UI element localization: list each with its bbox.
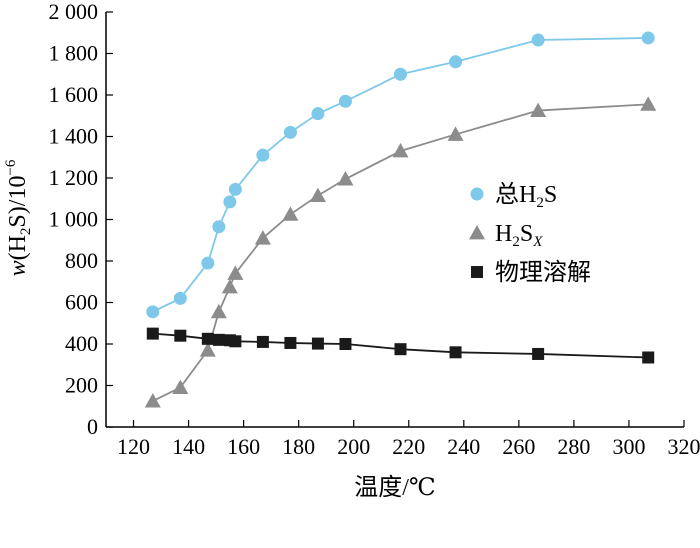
data-point <box>640 96 657 111</box>
legend-label: 物理溶解 <box>495 259 591 286</box>
y-tick-label: 0 <box>87 414 98 439</box>
y-tick-label: 1 000 <box>49 207 99 232</box>
series-triangle <box>144 96 657 408</box>
data-point <box>146 327 159 340</box>
data-point <box>172 379 189 394</box>
data-point <box>309 187 326 203</box>
y-tick-label: 1 400 <box>49 124 99 149</box>
data-point <box>173 291 187 305</box>
legend-label-tail: S <box>544 182 557 208</box>
y-axis-title: w(H2S)/10−6 <box>3 159 34 276</box>
data-point <box>339 338 352 350</box>
data-point <box>447 126 464 141</box>
legend-marker <box>470 187 484 201</box>
data-point <box>221 278 238 294</box>
legend-label: 总H2S <box>495 181 557 211</box>
data-point <box>311 337 324 350</box>
y-axis-title-sub: 2 <box>18 228 34 236</box>
x-tick-label: 220 <box>392 434 425 459</box>
data-point <box>394 343 407 356</box>
x-tick-label: 160 <box>227 434 260 459</box>
legend-label-main: H <box>495 221 512 247</box>
y-tick-label: 2 000 <box>49 0 99 24</box>
data-point <box>337 171 354 186</box>
y-axis-title-var: w <box>5 260 31 276</box>
series-circle <box>146 31 655 319</box>
data-point <box>282 206 299 221</box>
legend-label-sub2: X <box>532 234 543 250</box>
data-point <box>254 230 271 245</box>
data-point <box>392 143 409 158</box>
x-tick-label: 240 <box>447 434 480 459</box>
y-tick-label: 1 800 <box>49 41 99 66</box>
y-tick-label: 400 <box>65 331 98 356</box>
legend-label: H2SX <box>495 221 543 250</box>
legend-marker <box>471 266 483 278</box>
legend-label-sub: 2 <box>536 195 544 211</box>
data-point <box>531 33 545 47</box>
data-point <box>212 333 225 346</box>
data-point <box>530 102 547 117</box>
data-point <box>201 256 215 270</box>
x-axis-title: 温度/℃ <box>354 474 436 501</box>
axes: 0 200 400 600 800 1 000 1 200 1 400 1 600 1 800 2 … <box>49 0 700 459</box>
data-point <box>256 148 270 162</box>
y-axis-title-sup: −6 <box>3 159 19 175</box>
x-tick-label: 200 <box>337 434 370 459</box>
data-point <box>642 351 655 364</box>
legend-marker <box>469 225 485 240</box>
data-point <box>394 67 408 81</box>
legend-label-main: 物理溶解 <box>495 259 591 286</box>
data-point <box>227 265 244 280</box>
y-tick-label: 1 600 <box>49 82 99 107</box>
data-point <box>201 332 214 345</box>
x-tick-label: 280 <box>557 434 590 459</box>
y-tick-label: 800 <box>65 248 98 273</box>
data-point <box>311 107 325 121</box>
data-point <box>144 393 161 408</box>
x-tick-label: 120 <box>117 434 150 459</box>
x-tick-label: 320 <box>668 434 700 459</box>
data-point <box>212 220 226 234</box>
data-point <box>532 347 545 360</box>
data-point <box>223 195 237 209</box>
data-point <box>283 125 297 139</box>
data-point <box>210 303 227 319</box>
data-point <box>338 94 352 108</box>
data-point <box>174 329 187 342</box>
series-layer <box>144 31 657 408</box>
data-point <box>449 55 463 69</box>
y-axis-title-part2: S)/10 <box>5 176 31 228</box>
legend-label-tail: S <box>520 221 533 247</box>
y-tick-label: 1 200 <box>49 165 99 190</box>
data-point <box>199 342 216 357</box>
y-axis-title-part1: (H <box>5 235 31 260</box>
x-tick-label: 140 <box>172 434 205 459</box>
data-point <box>284 336 297 349</box>
data-point <box>449 346 462 359</box>
series-square <box>146 327 655 364</box>
x-tick-label: 300 <box>612 434 645 459</box>
x-tick-label: 260 <box>502 434 535 459</box>
legend-entry: H2SX <box>469 221 543 250</box>
y-tick-label: 600 <box>65 290 98 315</box>
legend-label-sub: 2 <box>512 234 520 250</box>
data-point <box>229 335 242 348</box>
data-point <box>641 31 655 45</box>
data-point <box>228 182 242 196</box>
x-tick-label: 180 <box>282 434 315 459</box>
legend-label-main: 总H <box>495 181 536 208</box>
data-point <box>256 335 269 348</box>
legend-entry: 物理溶解 <box>471 259 591 286</box>
data-point <box>146 305 160 319</box>
y-tick-label: 200 <box>65 373 98 398</box>
legend-entry: 总H2S <box>470 181 557 211</box>
